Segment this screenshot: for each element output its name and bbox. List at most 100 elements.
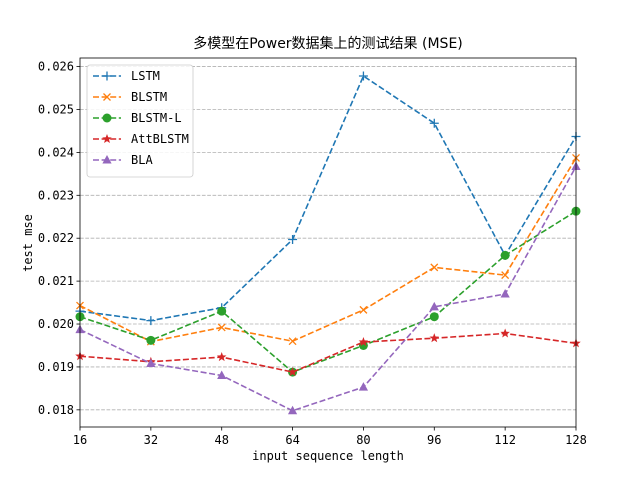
- series-blstm: [76, 154, 580, 346]
- data-point: [500, 250, 510, 260]
- data-point: [429, 333, 440, 343]
- x-tick-label: 48: [214, 433, 228, 447]
- legend-marker: [102, 71, 112, 81]
- triangle-marker-shape: [102, 155, 112, 164]
- legend-label: BLSTM: [131, 90, 167, 104]
- circle-marker-shape: [146, 335, 156, 345]
- x-axis-label: input sequence length: [252, 449, 404, 463]
- legend-box: [86, 64, 194, 178]
- data-point: [429, 301, 439, 311]
- plus-marker-shape: [429, 118, 439, 128]
- series-attblstm: [75, 328, 581, 377]
- legend: LSTM BLSTM BLSTM-L AttBLSTM BLA: [86, 64, 194, 178]
- data-point: [217, 370, 227, 380]
- data-point: [358, 71, 368, 81]
- data-point: [500, 288, 510, 298]
- legend-marker: [103, 93, 111, 101]
- series-line: [79, 210, 577, 373]
- x-marker-shape: [217, 323, 226, 332]
- y-tick-label: 0.024: [38, 145, 74, 159]
- y-tick-label: 0.025: [38, 102, 74, 116]
- data-point: [500, 328, 510, 338]
- plot-frame: [79, 57, 577, 428]
- y-tick-label: 0.022: [38, 231, 74, 245]
- data-point: [359, 305, 368, 314]
- triangle-marker-shape: [287, 405, 298, 415]
- series-lines: [75, 71, 581, 415]
- data-point: [288, 337, 297, 346]
- triangle-marker-shape: [358, 382, 369, 391]
- x-marker-shape: [430, 263, 439, 272]
- legend-entry: BLA: [93, 153, 153, 167]
- series-line: [79, 332, 577, 373]
- circle-marker-shape: [217, 306, 227, 316]
- legend-label: BLA: [131, 153, 153, 167]
- circle-marker-shape: [500, 250, 510, 260]
- x-tick-label: 128: [565, 433, 587, 447]
- y-tick-label: 0.020: [38, 317, 74, 331]
- legend-entry: BLSTM: [93, 90, 167, 104]
- data-point: [287, 367, 298, 377]
- y-axis-label: test mse: [21, 214, 35, 272]
- y-tick-label: 0.023: [38, 188, 74, 202]
- series-line: [79, 74, 577, 322]
- y-tick-label: 0.021: [38, 274, 74, 288]
- series-blstm-l: [75, 206, 581, 377]
- star-marker-shape: [102, 134, 112, 144]
- x-marker-shape: [103, 93, 111, 101]
- legend-entry: LSTM: [93, 69, 160, 83]
- star-marker-shape: [500, 328, 510, 338]
- legend-marker: [102, 113, 112, 123]
- x-marker-shape: [288, 337, 297, 346]
- y-tick-label: 0.019: [38, 360, 74, 374]
- plus-marker-shape: [146, 316, 156, 326]
- circle-marker-shape: [429, 312, 439, 322]
- data-point: [358, 382, 369, 391]
- data-point: [146, 316, 156, 326]
- data-point: [217, 323, 226, 332]
- x-tick-label: 16: [73, 433, 87, 447]
- legend-label: AttBLSTM: [131, 132, 189, 146]
- x-tick-label: 32: [144, 433, 158, 447]
- y-tick-label: 0.018: [38, 403, 74, 417]
- data-point: [358, 337, 369, 347]
- data-point: [501, 271, 510, 280]
- plus-marker-shape: [358, 71, 368, 81]
- legend-marker: [102, 155, 112, 164]
- triangle-marker-shape: [146, 358, 156, 367]
- legend-entry: BLSTM-L: [93, 111, 182, 125]
- legend-label: BLSTM-L: [131, 111, 182, 125]
- data-point: [288, 234, 298, 244]
- data-point: [217, 306, 227, 316]
- legend-marker: [102, 134, 112, 144]
- x-tick-label: 96: [427, 433, 441, 447]
- series-line: [79, 166, 577, 412]
- data-point: [216, 352, 227, 362]
- data-point: [287, 405, 298, 415]
- x-tick-label: 64: [285, 433, 299, 447]
- triangle-marker-shape: [217, 370, 227, 380]
- triangle-marker-shape: [500, 288, 510, 298]
- x-marker-shape: [501, 271, 510, 280]
- y-tick-label: 0.026: [38, 60, 74, 74]
- data-point: [429, 312, 439, 322]
- series-bla: [75, 161, 581, 415]
- star-marker-shape: [287, 367, 298, 377]
- x-tick-label: 80: [356, 433, 370, 447]
- plus-marker-shape: [102, 71, 112, 81]
- star-marker-shape: [429, 333, 440, 343]
- data-point: [146, 335, 156, 345]
- circle-marker-shape: [102, 113, 112, 123]
- data-point: [430, 263, 439, 272]
- legend-entry: AttBLSTM: [93, 132, 189, 146]
- triangle-marker-shape: [429, 301, 439, 311]
- star-marker-shape: [216, 352, 227, 362]
- data-point: [146, 358, 156, 367]
- chart-title: 多模型在Power数据集上的测试结果 (MSE): [193, 35, 463, 52]
- plus-marker-shape: [288, 234, 298, 244]
- legend-label: LSTM: [131, 69, 160, 83]
- data-point: [429, 118, 439, 128]
- x-tick-label: 112: [494, 433, 516, 447]
